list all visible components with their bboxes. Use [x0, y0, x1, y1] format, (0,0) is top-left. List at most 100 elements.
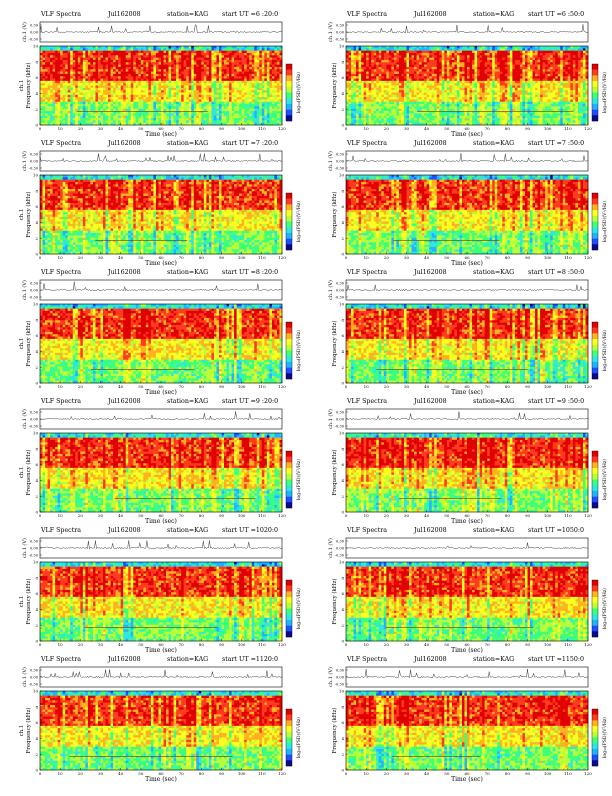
heatmap-cell: [50, 86, 53, 89]
heatmap-cell: [80, 79, 83, 82]
heatmap-cell: [78, 76, 81, 79]
heatmap-cell: [111, 86, 114, 89]
heatmap-cell: [53, 116, 56, 119]
heatmap-cell: [53, 95, 56, 98]
heatmap-cell: [90, 120, 93, 123]
heatmap-cell: [68, 104, 71, 107]
heatmap-cell: [121, 74, 124, 77]
heatmap-cell: [65, 51, 68, 54]
heatmap-cell: [78, 74, 81, 77]
heatmap-cell: [45, 95, 48, 98]
heatmap-cell: [63, 95, 66, 98]
heatmap-cell: [55, 65, 58, 68]
heatmap-cell: [93, 48, 96, 51]
heatmap-cell: [58, 95, 61, 98]
heatmap-cell: [121, 72, 124, 75]
heatmap-cell: [111, 99, 114, 102]
heatmap-cell: [55, 86, 58, 89]
heatmap-cell: [78, 116, 81, 119]
heatmap-cell: [108, 106, 111, 109]
heatmap-cell: [90, 95, 93, 98]
heatmap-cell: [53, 90, 56, 93]
heatmap-cell: [101, 90, 104, 93]
heatmap-cell: [85, 74, 88, 77]
heatmap-cell: [55, 104, 58, 107]
heatmap-cell: [111, 62, 114, 65]
heatmap-cell: [65, 111, 68, 114]
heatmap-cell: [55, 79, 58, 82]
heatmap-cell: [58, 109, 61, 112]
heatmap-cell: [53, 109, 56, 112]
heatmap-cell: [98, 106, 101, 109]
heatmap-cell: [80, 113, 83, 116]
heatmap-cell: [43, 120, 46, 123]
heatmap-cell: [121, 104, 124, 107]
heatmap-cell: [93, 88, 96, 91]
heatmap-cell: [45, 48, 48, 51]
heatmap-cell: [113, 86, 116, 89]
heatmap-cell: [101, 88, 104, 91]
heatmap-cell: [108, 72, 111, 75]
heatmap-cell: [60, 81, 63, 84]
heatmap-cell: [85, 79, 88, 82]
heatmap-cell: [98, 86, 101, 89]
heatmap-cell: [93, 90, 96, 93]
heatmap-cell: [73, 67, 76, 70]
heatmap-cell: [63, 72, 66, 75]
waveform-trace: [40, 25, 282, 33]
heatmap-cell: [108, 69, 111, 72]
heatmap-cell: [98, 120, 101, 123]
heatmap-cell: [111, 46, 114, 49]
heatmap-cell: [121, 60, 124, 63]
heatmap-cell: [65, 95, 68, 98]
heatmap-cell: [113, 109, 116, 112]
heatmap-cell: [88, 76, 91, 79]
heatmap-cell: [106, 74, 109, 77]
heatmap-cell: [116, 55, 119, 58]
heatmap-cell: [53, 106, 56, 109]
heatmap-cell: [65, 113, 68, 116]
heatmap-cell: [85, 67, 88, 70]
heatmap-cell: [43, 109, 46, 112]
heatmap-cell: [90, 76, 93, 79]
heatmap-cell: [116, 62, 119, 65]
heatmap-cell: [50, 92, 53, 95]
heatmap-cell: [121, 113, 124, 116]
heatmap-cell: [58, 113, 61, 116]
heatmap-cell: [83, 58, 86, 61]
heatmap-cell: [43, 74, 46, 77]
heatmap-cell: [58, 65, 61, 68]
heatmap-cell: [103, 81, 106, 84]
heatmap-cell: [50, 51, 53, 54]
heatmap-cell: [50, 46, 53, 49]
heatmap-cell: [103, 53, 106, 56]
heatmap-cell: [108, 46, 111, 49]
heatmap-cell: [73, 60, 76, 63]
heatmap-cell: [40, 72, 43, 75]
heatmap-cell: [113, 60, 116, 63]
heatmap-cell: [48, 58, 51, 61]
heatmap-cell: [55, 113, 58, 116]
heatmap-cell: [40, 48, 43, 51]
heatmap-cell: [123, 53, 126, 56]
heatmap-cell: [118, 48, 121, 51]
heatmap-cell: [75, 120, 78, 123]
heatmap-cell: [90, 118, 93, 121]
heatmap-cell: [50, 67, 53, 70]
heatmap-cell: [65, 79, 68, 82]
heatmap-cell: [111, 95, 114, 98]
heatmap-cell: [108, 116, 111, 119]
heatmap-cell: [75, 55, 78, 58]
heatmap-cell: [70, 81, 73, 84]
heatmap-cell: [101, 55, 104, 58]
heatmap-cell: [73, 81, 76, 84]
heatmap-cell: [83, 72, 86, 75]
heatmap-cell: [98, 65, 101, 68]
heatmap-cell: [121, 88, 124, 91]
heatmap-cell: [45, 92, 48, 95]
heatmap-cell: [95, 113, 98, 116]
heatmap-cell: [45, 120, 48, 123]
heatmap-cell: [78, 62, 81, 65]
heatmap-cell: [101, 62, 104, 65]
heatmap-cell: [53, 97, 56, 100]
